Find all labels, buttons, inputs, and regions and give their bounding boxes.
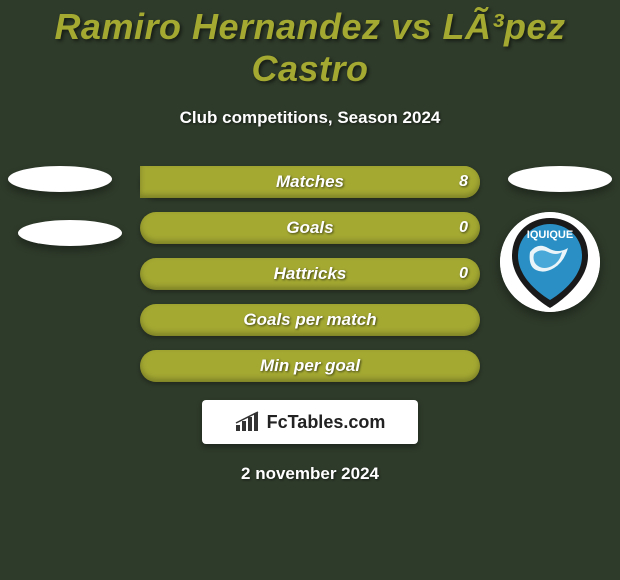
page-subtitle: Club competitions, Season 2024 [0, 108, 620, 128]
stat-bar: Hattricks0 [140, 258, 480, 290]
stat-row: Hattricks0 [0, 258, 620, 290]
stat-row: Matches8 [0, 166, 620, 198]
stat-label: Goals per match [140, 304, 480, 336]
site-logo: FcTables.com [202, 400, 418, 444]
stat-label: Matches [140, 166, 480, 198]
stat-bar: Goals per match [140, 304, 480, 336]
page-title: Ramiro Hernandez vs LÃ³pez Castro [0, 0, 620, 90]
footer-date: 2 november 2024 [0, 464, 620, 484]
stat-label: Hattricks [140, 258, 480, 290]
stat-value-right: 8 [459, 166, 468, 198]
stat-label: Goals [140, 212, 480, 244]
stat-row: Goals0 [0, 212, 620, 244]
stat-label: Min per goal [140, 350, 480, 382]
stat-bar: Goals0 [140, 212, 480, 244]
stat-value-right: 0 [459, 258, 468, 290]
stat-bar: Min per goal [140, 350, 480, 382]
stat-row: Goals per match [0, 304, 620, 336]
stats-area: IQUIQUE Matches8Goals0Hattricks0Goals pe… [0, 166, 620, 382]
site-logo-text: FcTables.com [267, 412, 386, 433]
bar-chart-icon [235, 411, 261, 433]
stat-bar: Matches8 [140, 166, 480, 198]
stat-row: Min per goal [0, 350, 620, 382]
stat-value-right: 0 [459, 212, 468, 244]
